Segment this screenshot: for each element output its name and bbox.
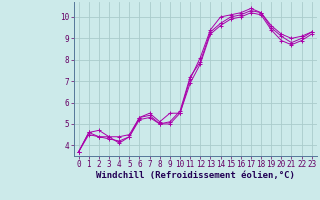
X-axis label: Windchill (Refroidissement éolien,°C): Windchill (Refroidissement éolien,°C)	[96, 171, 295, 180]
